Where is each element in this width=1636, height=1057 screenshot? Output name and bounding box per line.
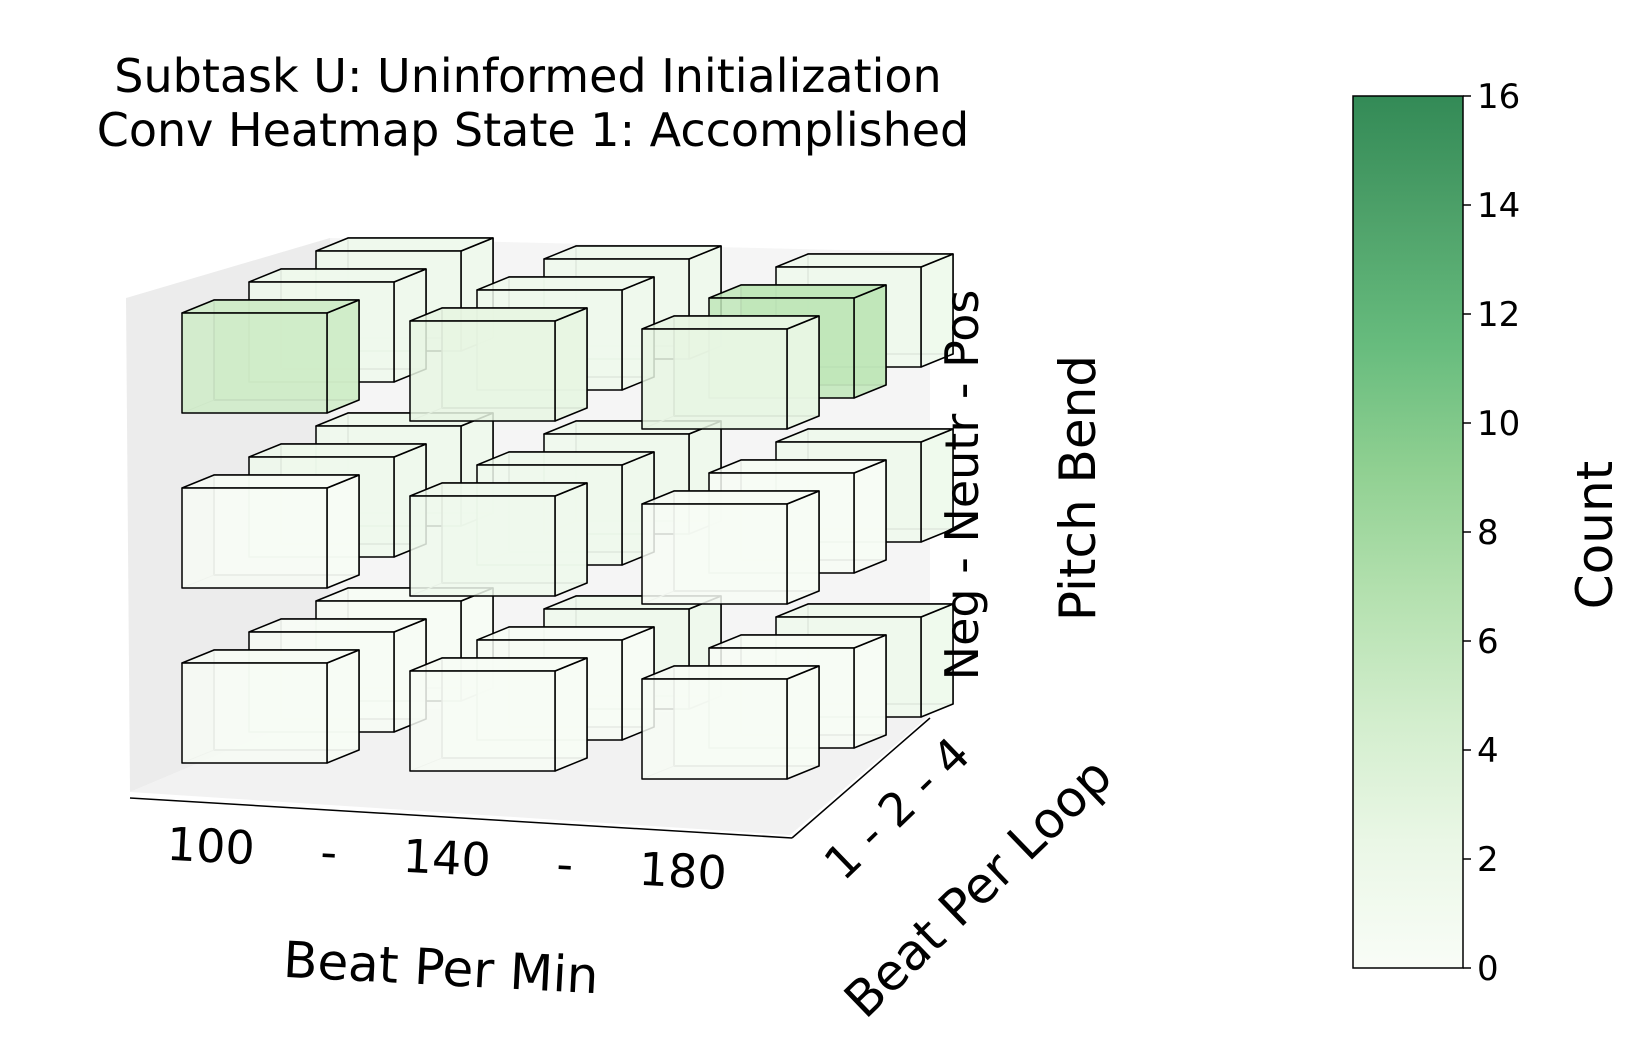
cell-top-face — [476, 276, 655, 291]
x-tick-label: 180 — [638, 842, 729, 901]
cell-side-face — [326, 299, 360, 414]
heatmap-cell-140-1-neg — [409, 657, 588, 772]
heatmap-cell-100-1-neg — [181, 649, 360, 764]
heatmap-cell-140-1-pos — [409, 307, 588, 422]
cell-top-face — [409, 482, 588, 497]
cell-top-face — [181, 474, 360, 489]
y-axis-label: Beat Per Loop — [833, 746, 1123, 1029]
cell-side-face — [853, 459, 887, 574]
colorbar-tick-label: 12 — [1477, 295, 1520, 335]
cell-side-face — [554, 482, 588, 597]
cell-top-face — [476, 626, 655, 641]
cell-front-face — [641, 503, 788, 605]
cell-front-face — [181, 312, 328, 414]
colorbar-tick-label: 0 — [1477, 949, 1499, 989]
cell-side-face — [554, 657, 588, 772]
chart-title-line-1: Subtask U: Uninformed Initialization — [114, 49, 941, 103]
colorbar-tick-label: 2 — [1477, 840, 1499, 880]
cell-front-face — [409, 670, 556, 772]
cell-top-face — [543, 245, 722, 260]
colorbar-scale — [1352, 95, 1464, 969]
cell-top-face — [708, 459, 887, 474]
heatmap-cell-100-1-neutr — [181, 474, 360, 589]
chart-title-line-2: Conv Heatmap State 1: Accomplished — [97, 103, 970, 157]
cell-top-face — [775, 603, 954, 618]
cell-front-face — [181, 662, 328, 764]
x-tick-label: 140 — [402, 829, 493, 888]
colorbar: 0 2 4 6 8 10 12 14 16 Count — [1352, 77, 1624, 989]
z-axis-label: Pitch Bend — [1049, 355, 1107, 621]
colorbar-tick-label: 10 — [1477, 404, 1520, 444]
cell-side-face — [326, 474, 360, 589]
cell-top-face — [775, 253, 954, 268]
heatmap-cells — [181, 237, 954, 780]
cell-top-face — [248, 443, 427, 458]
cell-side-face — [853, 634, 887, 749]
cell-front-face — [409, 495, 556, 597]
heatmap-cell-100-1-pos — [181, 299, 360, 414]
cell-side-face — [554, 307, 588, 422]
cell-front-face — [641, 328, 788, 430]
colorbar-tick-label: 14 — [1477, 186, 1520, 226]
cell-top-face — [476, 451, 655, 466]
cell-front-face — [409, 320, 556, 422]
cell-top-face — [248, 618, 427, 633]
cell-top-face — [641, 665, 820, 680]
x-tick-label: - — [555, 837, 574, 892]
cell-top-face — [641, 490, 820, 505]
x-tick-label: - — [319, 825, 338, 880]
z-tick-label: Neg - Neutr - Pos — [935, 290, 989, 681]
cell-top-face — [248, 268, 427, 283]
heatmap-cell-180-1-neg — [641, 665, 820, 780]
colorbar-ticks: 0 2 4 6 8 10 12 14 16 — [1463, 77, 1520, 989]
x-tick-labels: 100 - 140 - 180 — [166, 817, 729, 901]
cell-side-face — [326, 649, 360, 764]
cell-top-face — [708, 634, 887, 649]
colorbar-tick-label: 4 — [1477, 731, 1499, 771]
cell-side-face — [786, 665, 820, 780]
cell-side-face — [786, 315, 820, 430]
colorbar-tick-label: 8 — [1477, 513, 1499, 553]
cell-top-face — [775, 428, 954, 443]
x-axis-label: Beat Per Min — [282, 931, 600, 1005]
cell-top-face — [641, 315, 820, 330]
cell-side-face — [786, 490, 820, 605]
cell-top-face — [315, 237, 494, 252]
cell-top-face — [181, 299, 360, 314]
x-tick-label: 100 — [166, 817, 257, 876]
colorbar-label: Count — [1566, 461, 1624, 610]
cell-side-face — [853, 284, 887, 399]
cell-front-face — [641, 678, 788, 780]
cell-top-face — [181, 649, 360, 664]
colorbar-tick-label: 16 — [1477, 77, 1520, 117]
cell-front-face — [181, 487, 328, 589]
x-axis-line — [129, 797, 793, 839]
cell-top-face — [409, 307, 588, 322]
y-axis-line — [791, 717, 931, 839]
cell-top-face — [708, 284, 887, 299]
cell-top-face — [409, 657, 588, 672]
heatmap-cell-140-1-neutr — [409, 482, 588, 597]
colorbar-tick-label: 6 — [1477, 622, 1499, 662]
heatmap-cell-180-1-neutr — [641, 490, 820, 605]
heatmap-cell-180-1-pos — [641, 315, 820, 430]
